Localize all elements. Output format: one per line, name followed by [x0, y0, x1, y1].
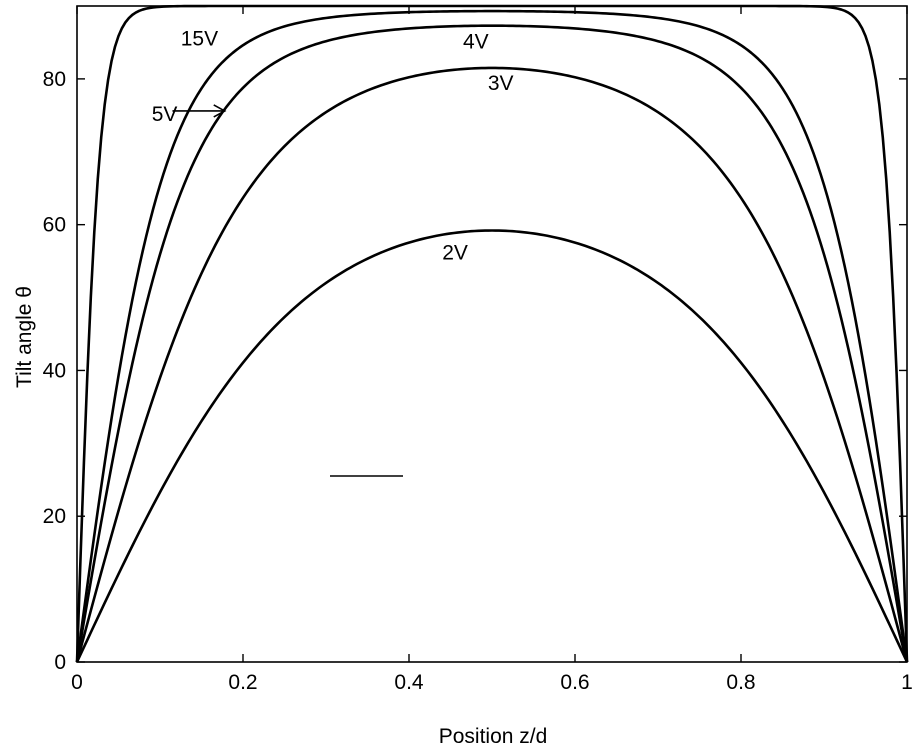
x-tick-label: 1 [901, 671, 912, 694]
series-label-3v: 3V [488, 72, 514, 95]
y-axis-label: Tilt angle θ [13, 286, 36, 388]
y-tick-label: 80 [43, 68, 66, 91]
series-label-2v: 2V [442, 242, 468, 265]
series-curves [75, 4, 909, 663]
x-tick-label: 0.2 [228, 671, 257, 694]
x-tick-label: 0.8 [726, 671, 755, 694]
x-tick-label: 0 [71, 671, 83, 694]
x-axis-label: Position z/d [439, 725, 548, 747]
y-tick-label: 20 [43, 505, 66, 528]
series-label-15v: 15V [181, 27, 218, 50]
axis-ticks: 0 0.2 0.4 0.6 0.8 1 0 20 40 60 80 [43, 6, 912, 694]
series-labels: 15V 4V 3V 5V 2V [152, 27, 514, 264]
series-line-4v [75, 24, 909, 663]
plot-area-border [76, 5, 908, 663]
y-tick-label: 0 [54, 651, 66, 674]
y-tick-label: 40 [43, 359, 66, 382]
plot-frame [76, 5, 908, 663]
y-tick-label: 60 [43, 214, 66, 237]
series-line-15v [75, 4, 909, 663]
x-tick-label: 0.4 [394, 671, 424, 694]
series-line-3v [75, 66, 909, 663]
series-line-5v [75, 9, 909, 663]
annotation-arrow-head [213, 104, 227, 118]
series-line-2v [75, 229, 909, 663]
series-label-4v: 4V [463, 30, 489, 53]
series-label-5v: 5V [152, 103, 178, 126]
x-tick-label: 0.6 [560, 671, 589, 694]
